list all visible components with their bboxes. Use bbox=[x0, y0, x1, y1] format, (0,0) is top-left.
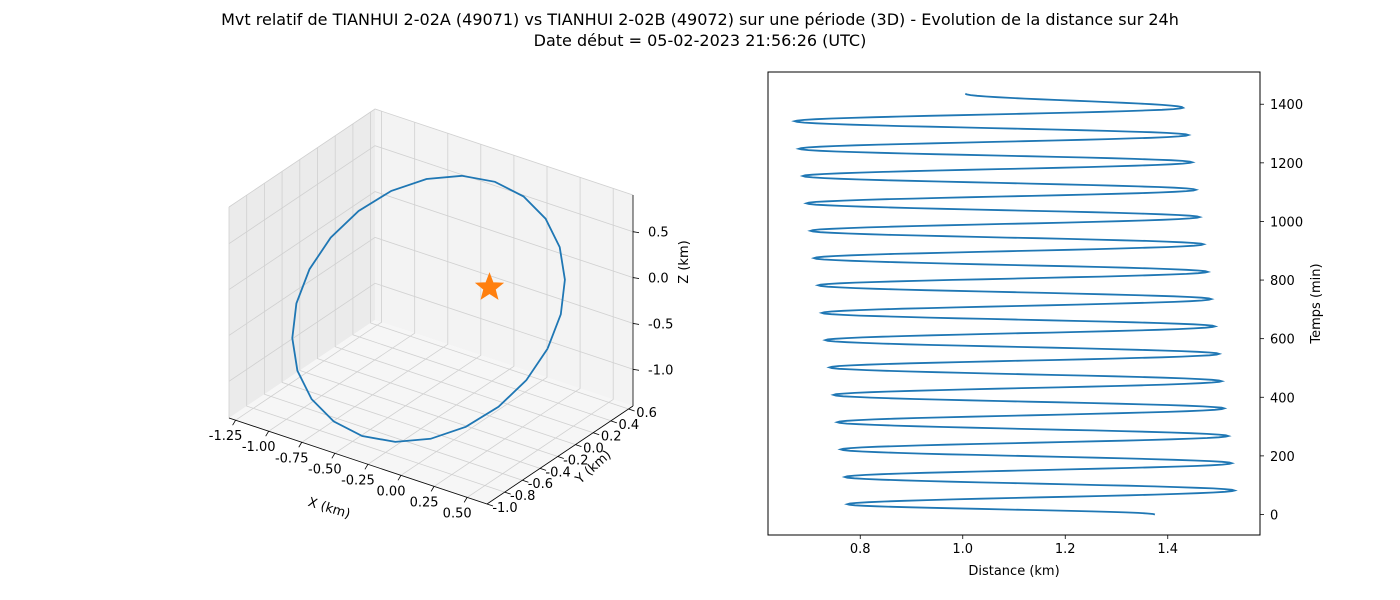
y-tick-label: 200 bbox=[1270, 450, 1295, 465]
x-axis-label: Distance (km) bbox=[968, 564, 1059, 579]
y-tick-label: -0.8 bbox=[510, 489, 535, 504]
x-tick bbox=[430, 486, 435, 492]
y-tick-label: 0.2 bbox=[601, 430, 622, 445]
z-tick bbox=[632, 323, 640, 325]
x-tick-label: -0.50 bbox=[308, 462, 342, 477]
y-tick-label: 800 bbox=[1270, 274, 1295, 289]
x-tick-label: 0.8 bbox=[850, 542, 871, 557]
x-tick-label: -0.25 bbox=[341, 473, 375, 488]
x-tick-label: 0.50 bbox=[443, 506, 472, 521]
figure-title: Mvt relatif de TIANHUI 2-02A (49071) vs … bbox=[221, 10, 1179, 29]
x-tick bbox=[397, 475, 402, 481]
grid-y bbox=[352, 123, 612, 422]
x-tick-label: 0.00 bbox=[377, 484, 406, 499]
y-tick bbox=[522, 479, 529, 483]
y-tick bbox=[575, 444, 582, 447]
x-tick bbox=[265, 431, 270, 437]
grid-y bbox=[317, 147, 576, 445]
y-tick-label: 1000 bbox=[1270, 215, 1303, 230]
distance-line bbox=[791, 92, 1238, 516]
y-axis-label: Temps (min) bbox=[1309, 263, 1324, 344]
x-tick-label: 1.2 bbox=[1055, 542, 1076, 557]
x-tick bbox=[298, 442, 303, 448]
figure-subtitle: Date début = 05-02-2023 21:56:26 (UTC) bbox=[533, 31, 867, 50]
x-tick-label: -1.25 bbox=[209, 429, 243, 444]
grid-z bbox=[228, 191, 634, 290]
chart-distance-time: 0.8 1.0 1.2 1.4 0 200 400 600 800 1000 1200 1400 Dis… bbox=[767, 71, 1324, 579]
y-tick-label: 1200 bbox=[1270, 157, 1303, 172]
y-tick-label: 0.4 bbox=[619, 418, 640, 433]
grid-x bbox=[466, 188, 614, 498]
x-axis-label: X (km) bbox=[306, 495, 352, 522]
grid-x bbox=[301, 133, 449, 443]
y-tick-label: -1.0 bbox=[492, 501, 517, 516]
y-tick bbox=[557, 456, 564, 459]
x-tick-label: 1.0 bbox=[952, 542, 973, 557]
y-axis-line bbox=[486, 405, 634, 505]
grid-y bbox=[299, 159, 558, 457]
z-axis-label: Z (km) bbox=[677, 240, 692, 283]
y-tick bbox=[610, 420, 618, 424]
z-tick-label: 0.5 bbox=[648, 226, 669, 241]
y-tick-label: 0.0 bbox=[583, 442, 604, 457]
pane-floor bbox=[229, 320, 633, 504]
y-tick-label: 1400 bbox=[1270, 98, 1303, 113]
x-tick-label: 1.4 bbox=[1157, 542, 1178, 557]
x-tick-label: 0.25 bbox=[410, 495, 439, 510]
y-tick bbox=[539, 467, 547, 471]
y-tick bbox=[593, 432, 600, 436]
grid-y bbox=[281, 171, 541, 469]
grid-z bbox=[228, 236, 634, 336]
y-tick bbox=[504, 491, 511, 495]
z-tick-label: 0.0 bbox=[648, 272, 669, 287]
pane-edge bbox=[228, 108, 634, 208]
origin-star-marker bbox=[474, 272, 505, 300]
x-tick-label: -0.75 bbox=[275, 451, 309, 466]
pane-left bbox=[229, 109, 375, 418]
orbit-line bbox=[291, 174, 566, 443]
z-tick-label: -0.5 bbox=[648, 317, 673, 332]
grid-y bbox=[263, 183, 523, 481]
x-axis-line bbox=[228, 417, 488, 505]
chart-3d-orbit: -1.25-1.00-0.75-0.50-0.250.00 0.25 0.50 -1.… bbox=[209, 108, 692, 522]
y-tick-label: -0.6 bbox=[528, 477, 553, 492]
z-tick bbox=[632, 277, 640, 279]
x-tick-label: -1.00 bbox=[242, 440, 276, 455]
x-tick bbox=[331, 453, 336, 459]
y-tick-label: -0.4 bbox=[545, 465, 570, 480]
grid-x bbox=[268, 122, 416, 432]
y-tick-label: -0.2 bbox=[563, 453, 588, 468]
y-tick-label: 0 bbox=[1270, 508, 1278, 523]
grid-y bbox=[246, 195, 505, 493]
grid-x bbox=[334, 144, 482, 454]
grid-x bbox=[433, 177, 581, 487]
grid-x bbox=[235, 111, 383, 421]
grid-y bbox=[334, 135, 594, 434]
grid-y bbox=[370, 112, 629, 410]
x-tick bbox=[232, 419, 236, 426]
grid-z bbox=[228, 145, 634, 245]
z-tick-label: -1.0 bbox=[648, 363, 673, 378]
y-tick-label: 400 bbox=[1270, 391, 1295, 406]
grid-x bbox=[367, 155, 515, 465]
z-tick bbox=[632, 368, 640, 371]
y-tick bbox=[486, 503, 494, 507]
z-tick bbox=[632, 231, 640, 234]
grid-x bbox=[400, 166, 548, 476]
plot-area bbox=[767, 71, 1261, 536]
pane-back bbox=[375, 109, 633, 406]
y-tick-label: 0.6 bbox=[636, 406, 657, 421]
y-tick-label: 600 bbox=[1270, 333, 1295, 348]
y-tick bbox=[628, 408, 635, 412]
x-tick bbox=[463, 497, 468, 503]
x-tick bbox=[364, 464, 369, 470]
grid-z bbox=[228, 282, 634, 382]
